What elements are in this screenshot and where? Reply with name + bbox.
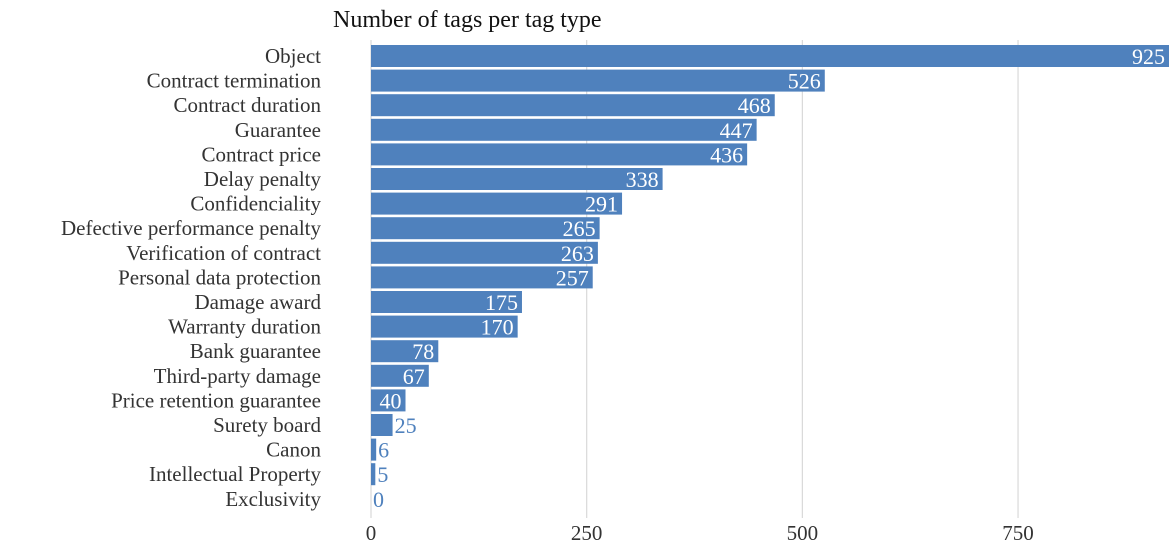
x-axis-ticks: 0 250 500 750 [366, 521, 1034, 545]
bars [371, 45, 1169, 486]
value-label-delay-penalty: 338 [626, 167, 659, 192]
bar-delay-penalty [371, 168, 663, 190]
value-label-personal-data-protection: 257 [556, 265, 589, 290]
bar-guarantee [371, 118, 757, 141]
category-label-delay-penalty: Delay penalty [204, 167, 322, 191]
value-label-warranty-duration: 170 [481, 315, 514, 340]
value-label-damage-award: 175 [485, 290, 518, 315]
value-label-object: 925 [1132, 44, 1165, 69]
category-label-warranty-duration: Warranty duration [168, 315, 321, 339]
value-label-defective-performance-penalty: 265 [563, 216, 596, 241]
x-tick-label: 0 [366, 521, 377, 545]
value-label-guarantee: 447 [720, 118, 753, 143]
category-label-intellectual-property: Intellectual Property [149, 462, 322, 486]
bar-contract-termination [371, 69, 825, 92]
category-label-price-retention-guarantee: Price retention guarantee [111, 388, 321, 412]
category-label-object: Object [265, 44, 321, 68]
category-label-surety-board: Surety board [213, 413, 321, 437]
value-label-canon: 6 [378, 438, 389, 463]
category-label-confidenciality: Confidenciality [190, 192, 321, 216]
category-label-exclusivity: Exclusivity [225, 487, 321, 511]
value-label-third-party-damage: 67 [403, 364, 425, 389]
category-label-third-party-damage: Third-party damage [154, 364, 321, 388]
category-label-verification-of-contract: Verification of contract [126, 241, 321, 265]
category-label-contract-price: Contract price [201, 142, 321, 166]
chart-title: Number of tags per tag type [333, 7, 602, 33]
bar-verification-of-contract [371, 241, 598, 264]
bar-intellectual-property [371, 463, 376, 486]
value-label-verification-of-contract: 263 [561, 241, 594, 266]
bar-price-retention-guarantee [371, 389, 406, 412]
value-label-contract-price: 436 [710, 142, 743, 167]
category-label-defective-performance-penalty: Defective performance penalty [61, 216, 322, 240]
bar-contract-price [371, 143, 748, 166]
bar-contract-duration [371, 94, 775, 117]
value-label-intellectual-property: 5 [377, 462, 388, 487]
x-tick-label: 500 [787, 521, 819, 545]
bar-surety-board [371, 414, 393, 436]
bar-third-party-damage [371, 364, 429, 387]
bar-confidenciality [371, 192, 623, 215]
category-label-canon: Canon [266, 438, 321, 462]
value-label-contract-duration: 468 [738, 93, 771, 118]
bar-object [371, 45, 1169, 67]
category-label-bank-guarantee: Bank guarantee [190, 339, 321, 363]
category-label-contract-termination: Contract termination [147, 69, 322, 93]
category-label-damage-award: Damage award [194, 290, 321, 314]
value-label-bank-guarantee: 78 [412, 339, 434, 364]
bar-canon [371, 438, 377, 461]
bar-defective-performance-penalty [371, 217, 600, 240]
bar-personal-data-protection [371, 266, 593, 289]
bar-bank-guarantee [371, 340, 439, 363]
category-label-contract-duration: Contract duration [173, 93, 321, 117]
value-label-exclusivity: 0 [373, 487, 384, 512]
value-label-price-retention-guarantee: 40 [380, 388, 402, 413]
bar-damage-award [371, 291, 522, 313]
x-tick-label: 250 [571, 521, 603, 545]
value-label-contract-termination: 526 [788, 69, 821, 94]
value-label-confidenciality: 291 [585, 192, 618, 217]
x-tick-label: 750 [1002, 521, 1034, 545]
category-label-guarantee: Guarantee [235, 118, 321, 142]
bar-warranty-duration [371, 315, 518, 338]
value-label-surety-board: 25 [395, 413, 417, 438]
category-label-personal-data-protection: Personal data protection [118, 265, 321, 289]
